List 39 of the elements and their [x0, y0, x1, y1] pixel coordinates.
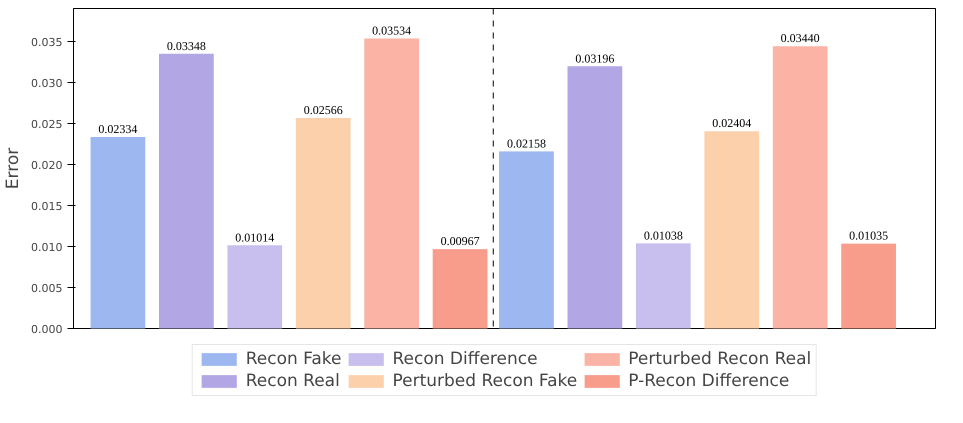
data-label: 0.01035 [849, 228, 888, 243]
bar [432, 249, 488, 328]
data-label: 0.03534 [372, 24, 412, 38]
legend-label: Recon Fake [246, 349, 342, 369]
data-label: 0.03440 [780, 31, 820, 46]
bar [704, 131, 760, 328]
data-label: 0.03196 [575, 51, 614, 66]
y-axis-title: Error [3, 148, 24, 190]
y-tick-label: 0.020 [31, 158, 63, 172]
y-tick-label: 0.005 [31, 282, 63, 295]
y-tick-label: 0.035 [31, 36, 63, 49]
legend-label: Recon Real [246, 371, 340, 391]
data-label: 0.02404 [712, 116, 752, 130]
bar [636, 243, 691, 328]
legend-label: Perturbed Recon Fake [392, 371, 578, 391]
data-label: 0.02158 [506, 136, 546, 150]
data-label: 0.02334 [98, 122, 138, 136]
legend-label: Recon Difference [392, 349, 538, 369]
bar [90, 136, 146, 328]
y-tick-label: 0.015 [31, 200, 63, 213]
y-tick-label: 0.000 [31, 323, 63, 336]
bar [158, 54, 214, 328]
legend-label: Perturbed Recon Real [628, 349, 812, 369]
bar [364, 38, 420, 328]
bar [227, 245, 282, 328]
data-label: 0.03348 [166, 38, 206, 53]
y-tick-label: 0.025 [31, 118, 63, 131]
data-label: 0.01038 [644, 228, 683, 242]
bar [841, 244, 896, 328]
data-label: 0.01014 [235, 230, 274, 244]
bar [296, 118, 351, 328]
data-label: 0.00967 [440, 234, 480, 248]
y-tick-label: 0.010 [31, 240, 63, 254]
bar [568, 66, 622, 328]
bar [499, 151, 554, 328]
y-tick-label: 0.030 [31, 76, 63, 90]
legend-label: P-Recon Difference [628, 371, 790, 391]
bar [772, 46, 828, 328]
data-label: 0.02566 [304, 102, 343, 117]
